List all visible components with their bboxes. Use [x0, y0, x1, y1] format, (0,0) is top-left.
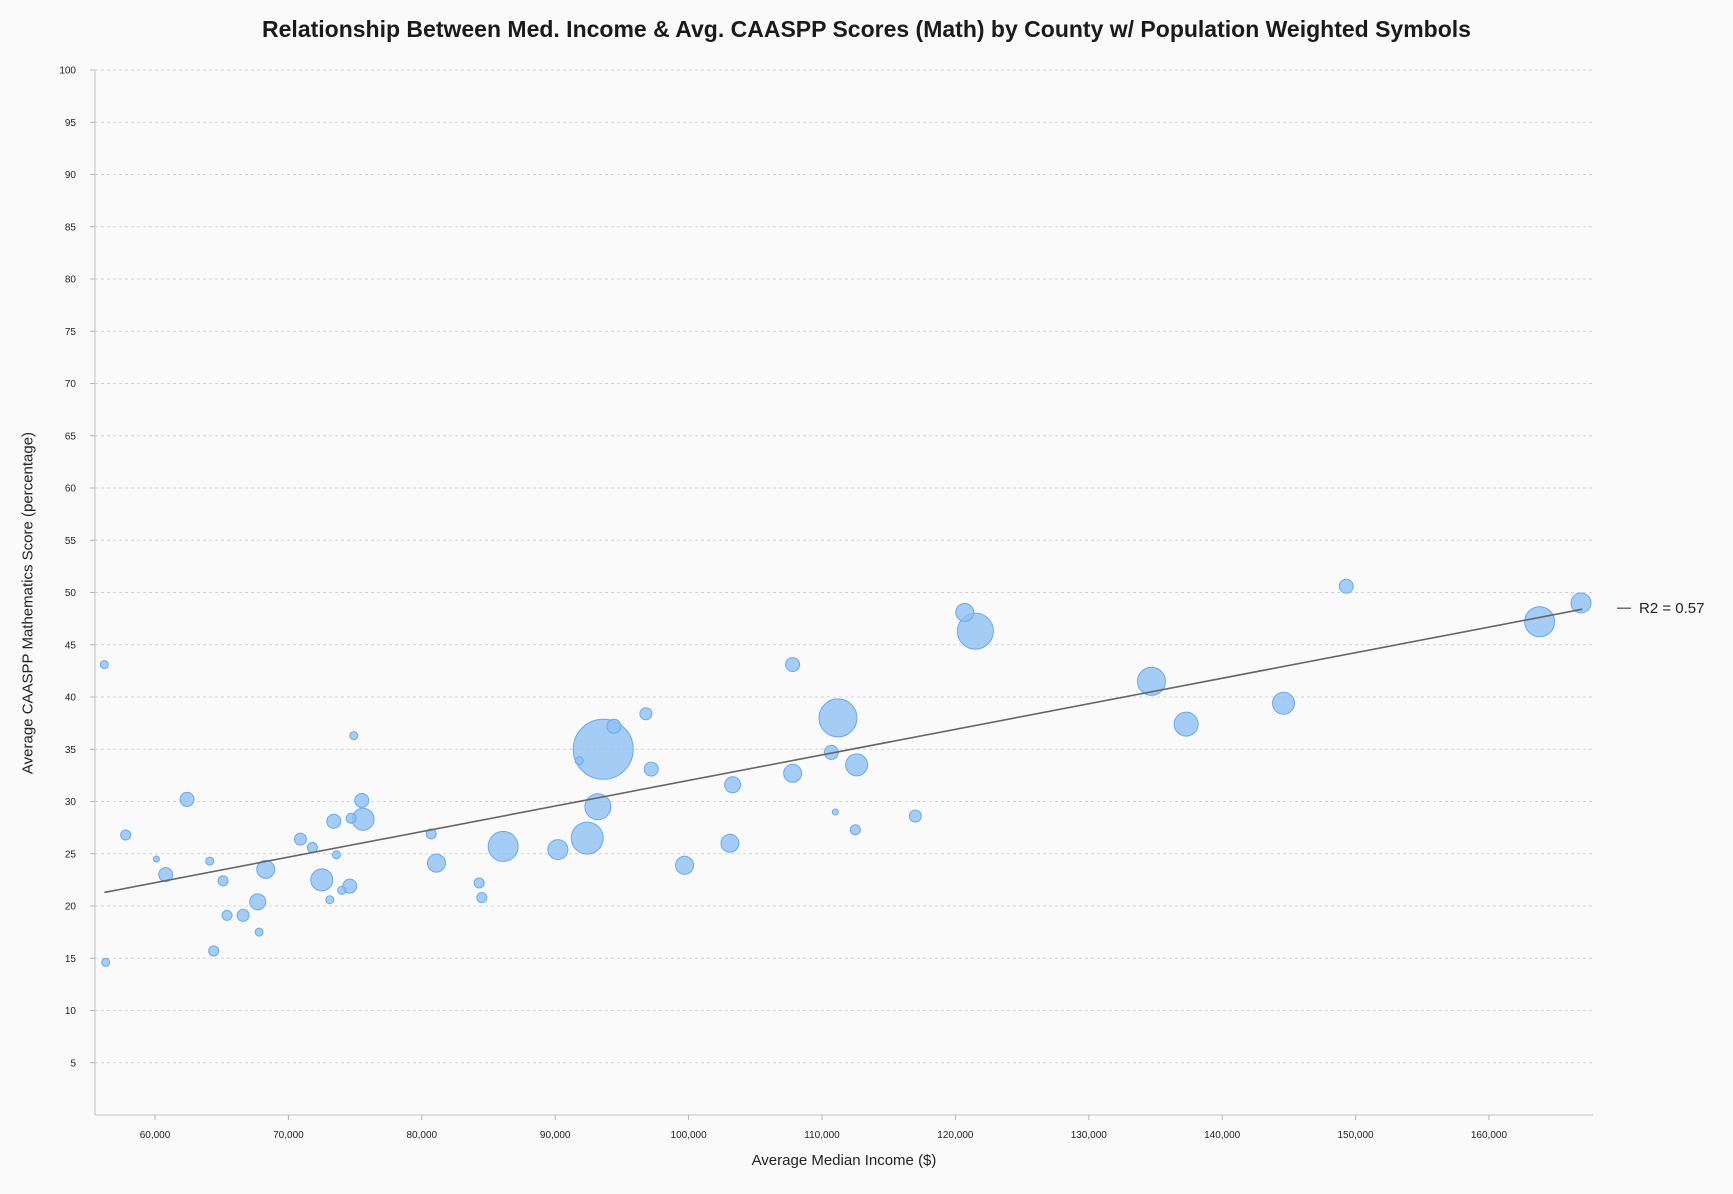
data-point	[1524, 606, 1556, 638]
data-point	[1136, 666, 1166, 696]
data-point	[179, 791, 195, 807]
x-tick-label: 130,000	[1071, 1130, 1108, 1141]
data-point	[574, 756, 584, 766]
data-point	[221, 909, 233, 921]
data-point	[256, 859, 276, 879]
data-point	[354, 792, 370, 808]
data-point	[606, 718, 622, 734]
x-tick-label: 60,000	[140, 1130, 171, 1141]
data-point	[99, 660, 109, 670]
y-tick-label: 80	[65, 275, 77, 286]
y-tick-label: 45	[65, 640, 77, 651]
y-tick-label: 25	[65, 849, 77, 860]
data-point	[326, 813, 342, 829]
data-point	[584, 793, 612, 821]
y-tick-label: 75	[65, 327, 77, 338]
data-point	[845, 753, 869, 777]
x-axis-label: Average Median Income ($)	[751, 1152, 937, 1169]
chart-title: Relationship Between Med. Income & Avg. …	[262, 16, 1471, 42]
data-point	[572, 718, 634, 780]
data-point	[426, 853, 446, 873]
data-point	[208, 945, 220, 957]
data-point	[310, 868, 334, 892]
x-tick-label: 120,000	[937, 1130, 974, 1141]
data-point	[849, 824, 861, 836]
data-point	[337, 885, 347, 895]
y-tick-label: 10	[65, 1006, 77, 1017]
data-point	[101, 957, 111, 967]
data-point	[570, 821, 604, 855]
r2-label: R2 = 0.57	[1639, 600, 1704, 617]
data-point	[236, 908, 250, 922]
trend-line	[104, 608, 1583, 894]
data-point	[785, 657, 801, 673]
y-tick-label: 15	[65, 954, 77, 965]
y-tick-label: 35	[65, 745, 77, 756]
x-tick-label: 70,000	[273, 1130, 304, 1141]
data-point	[345, 812, 357, 824]
x-tick-label: 140,000	[1204, 1130, 1241, 1141]
x-tick-label: 80,000	[407, 1130, 438, 1141]
data-point	[783, 763, 803, 783]
y-tick-label: 70	[65, 379, 77, 390]
y-tick-label: 60	[65, 484, 77, 495]
data-point	[293, 832, 307, 846]
data-point	[831, 808, 839, 816]
y-tick-label: 55	[65, 536, 77, 547]
y-tick-label: 100	[59, 66, 76, 77]
data-point	[1272, 691, 1296, 715]
data-point	[724, 776, 742, 794]
data-point	[908, 809, 922, 823]
data-point	[818, 698, 858, 738]
data-point	[487, 830, 519, 862]
y-tick-label: 5	[70, 1058, 76, 1069]
y-tick-label: 90	[65, 170, 77, 181]
y-tick-label: 30	[65, 797, 77, 808]
data-point	[1173, 711, 1199, 737]
y-tick-label: 95	[65, 118, 77, 129]
data-point	[158, 867, 174, 883]
data-point	[643, 761, 659, 777]
data-point	[349, 731, 359, 741]
y-tick-label: 40	[65, 693, 77, 704]
data-point	[254, 927, 264, 937]
data-point	[331, 850, 341, 860]
x-tick-label: 100,000	[671, 1130, 708, 1141]
data-point	[325, 895, 335, 905]
x-tick-label: 90,000	[540, 1130, 571, 1141]
data-point	[956, 612, 994, 650]
data-point	[1338, 578, 1354, 594]
y-tick-label: 65	[65, 431, 77, 442]
x-tick-label: 160,000	[1471, 1130, 1508, 1141]
data-point	[425, 828, 437, 840]
x-tick-label: 150,000	[1337, 1130, 1374, 1141]
y-tick-label: 20	[65, 902, 77, 913]
data-point	[205, 856, 215, 866]
data-point	[306, 841, 318, 853]
y-tick-label: 85	[65, 222, 77, 233]
data-point	[249, 893, 267, 911]
data-point	[1570, 592, 1592, 614]
data-point	[639, 707, 653, 721]
data-point	[720, 833, 740, 853]
data-point	[473, 877, 485, 889]
data-point	[675, 855, 695, 875]
data-point	[955, 602, 975, 622]
x-tick-label: 110,000	[804, 1130, 840, 1141]
y-tick-label: 50	[65, 588, 77, 599]
data-point	[217, 875, 229, 887]
data-point	[120, 829, 132, 841]
data-point	[476, 892, 488, 904]
data-point	[547, 839, 569, 861]
data-point	[152, 855, 160, 863]
